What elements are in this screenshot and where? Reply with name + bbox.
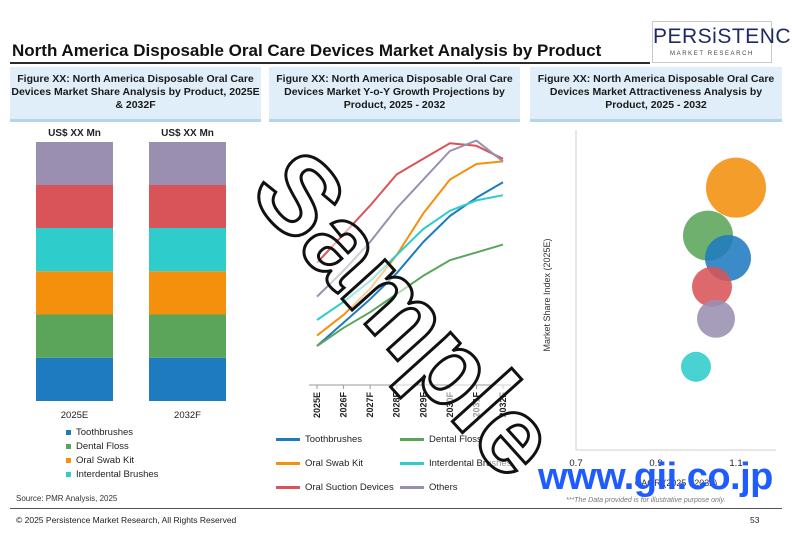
bar-value-label: US$ XX Mn [48, 128, 101, 139]
bar-segment-oral-suction-devices-2025e [36, 184, 113, 228]
legend-item-oral-swab-kit: Oral Swab Kit [276, 458, 363, 469]
line-chart-panel: 2025E 2026F 2027F 2028F 2029F 2030F 2031F 2032F [269, 125, 520, 495]
legend-line [276, 486, 300, 489]
series-line-toothbrushes [316, 181, 504, 347]
legend-label: Dental Floss [76, 440, 129, 452]
bar-segment-dental-floss-2025e [36, 314, 113, 358]
legend-swatch [66, 443, 71, 449]
x-tick-label-2026f: 2026F [339, 392, 349, 418]
copyright-text: © 2025 Persistence Market Research, All … [16, 515, 237, 525]
series-line-others [316, 139, 504, 298]
line-chart: 2025E 2026F 2027F 2028F 2029F 2030F 2031F 2032F [309, 139, 511, 418]
x-tick-label-2032f: 2032F [498, 392, 508, 418]
legend-label: Toothbrushes [305, 434, 363, 445]
bubble-chart-panel: 0.7 0.9 1.1 CAGR (2025 - 2032) Market Share … [530, 125, 782, 497]
x-tick-label-2030f: 2030F [445, 392, 455, 418]
legend-swatch [66, 429, 71, 435]
x-tick-label-2025e: 2025E [312, 392, 322, 418]
page-title: North America Disposable Oral Care Devic… [12, 41, 602, 60]
logo-wordmark: PERSiSTENCE [653, 25, 792, 48]
x-axis-label: CAGR (2025 - 2032) [635, 478, 718, 488]
series-line-interdental-brushes [316, 194, 504, 321]
series-line-dental-floss [316, 243, 504, 347]
figure-1-title: Figure XX: North America Disposable Oral… [10, 67, 261, 122]
logo-subtitle: MARKET RESEARCH [670, 51, 754, 57]
legend-item-interdental-brushes: Interdental Brushes [400, 458, 511, 469]
x-tick-label-2027f: 2027F [365, 392, 375, 418]
gii-watermark: www.gii.co.jp [538, 456, 773, 498]
disclaimer-note: ***The Data provided is for illustrative… [566, 497, 726, 504]
bar-segment-oral-swab-kit-2032f [149, 271, 226, 315]
legend-line [276, 462, 300, 465]
source-note: Source: PMR Analysis, 2025 [16, 494, 118, 503]
bar-segment-others-2032f [149, 142, 226, 185]
legend-label: Others [429, 482, 458, 493]
legend-label: Oral Suction Devices [305, 482, 394, 493]
legend-item-others: Others [400, 482, 458, 493]
legend-line [400, 462, 424, 465]
legend-label: Oral Swab Kit [76, 454, 135, 466]
series-line-oral-swab-kit [316, 160, 504, 337]
y-axis-label: Market Share Index (2025E) [542, 238, 552, 351]
legend-item-dental-floss: Dental Floss [400, 434, 482, 445]
figure-3-title: Figure XX: North America Disposable Oral… [530, 67, 782, 122]
bar-segment-oral-swab-kit-2025e [36, 271, 113, 315]
page-number: 53 [750, 515, 760, 525]
legend-line [400, 438, 424, 441]
bubble-interdental-brushes [681, 351, 711, 382]
legend-item-toothbrushes: Toothbrushes [66, 425, 158, 439]
legend-item-oral-swab-kit: Oral Swab Kit [66, 453, 158, 467]
legend-label: Dental Floss [429, 434, 482, 445]
persistence-logo: PERSiSTENCE MARKET RESEARCH [652, 21, 792, 63]
x-tick-label-2031f: 2031F [471, 392, 481, 418]
stacked-bar-chart-panel: US$ XX Mn 2025E US$ XX Mn 2032F [10, 125, 261, 495]
legend-item-dental-floss: Dental Floss [66, 439, 158, 453]
bubble-chart: 0.7 0.9 1.1 CAGR (2025 - 2032) Market Share … [542, 130, 776, 488]
bar-segment-toothbrushes-2025e [36, 357, 113, 401]
legend-swatch [66, 471, 71, 477]
bar-segment-oral-suction-devices-2032f [149, 184, 226, 228]
legend-line [400, 486, 424, 489]
x-tick-label-2025e: 2025E [61, 410, 88, 421]
legend-label: Oral Swab Kit [305, 458, 364, 469]
figure-2-title: Figure XX: North America Disposable Oral… [269, 67, 520, 122]
bubble-oral-swab-kit [706, 157, 766, 218]
legend-item-toothbrushes: Toothbrushes [276, 434, 362, 445]
title-divider [10, 62, 650, 64]
x-tick-label-2028f: 2028F [392, 392, 402, 418]
bar-segment-toothbrushes-2032f [149, 357, 226, 401]
bubble-others [697, 299, 735, 338]
x-tick-label-0-7: 0.7 [569, 458, 582, 469]
bar-segment-dental-floss-2032f [149, 314, 226, 358]
legend-swatch [66, 457, 71, 463]
bar-chart-legend: Toothbrushes Dental Floss Oral Swab Kit Int… [66, 425, 158, 481]
x-tick-label-2032f: 2032F [174, 410, 201, 421]
bar-segment-interdental-brushes-2032f [149, 227, 226, 272]
legend-label: Toothbrushes [76, 426, 134, 438]
legend-label: Interdental Brushes [429, 458, 512, 469]
bar-value-label: US$ XX Mn [161, 128, 214, 139]
legend-item-oral-suction-devices: Oral Suction Devices [276, 482, 394, 493]
legend-label: Interdental Brushes [76, 468, 159, 480]
bar-segment-interdental-brushes-2025e [36, 227, 113, 272]
legend-item-interdental-brushes: Interdental Brushes [66, 467, 158, 481]
series-line-oral-suction-devices [316, 142, 504, 264]
x-tick-label-0-9: 0.9 [649, 458, 662, 469]
footer-divider [10, 508, 782, 509]
legend-line [276, 438, 300, 441]
stacked-bar-chart: US$ XX Mn 2025E US$ XX Mn 2032F [36, 128, 226, 421]
bubble-oral-suction-devices [692, 266, 732, 307]
x-tick-label-1-1: 1.1 [729, 458, 742, 469]
bar-segment-others-2025e [36, 142, 113, 185]
x-tick-label-2029f: 2029F [418, 392, 428, 418]
